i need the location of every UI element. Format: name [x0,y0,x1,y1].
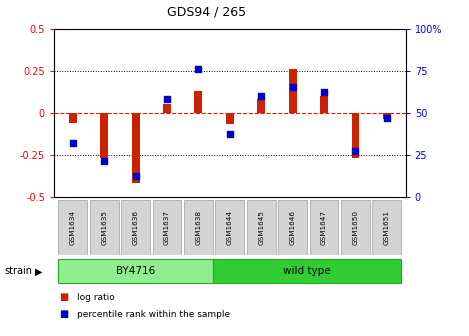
Point [132,174,139,179]
Text: ■: ■ [59,292,68,302]
Bar [310,201,339,255]
Text: wild type: wild type [283,266,331,276]
Point [100,159,108,164]
Text: GSM1646: GSM1646 [290,210,295,245]
Bar [215,201,244,255]
Bar [289,69,296,113]
Bar [278,201,307,255]
Bar [213,259,401,284]
Bar [247,201,276,255]
Bar [90,201,119,255]
Bar [351,113,359,158]
Bar [257,99,265,113]
Text: GSM1635: GSM1635 [101,210,107,245]
Bar [163,104,171,113]
Text: ■: ■ [59,309,68,319]
Point [257,93,265,98]
Bar [383,113,391,119]
Text: GSM1645: GSM1645 [258,210,264,245]
Text: GSM1638: GSM1638 [196,210,201,245]
Text: GSM1651: GSM1651 [384,210,390,245]
Bar [320,96,328,113]
Bar [58,201,87,255]
Text: GSM1650: GSM1650 [352,210,358,245]
Bar [132,113,139,183]
Point [289,85,296,90]
Bar [100,113,108,158]
Bar [372,201,401,255]
Text: GSM1647: GSM1647 [321,210,327,245]
Text: ▶: ▶ [35,266,43,276]
Text: GSM1637: GSM1637 [164,210,170,245]
Bar [121,201,150,255]
Point [226,132,234,137]
Point [195,66,202,72]
Bar [184,201,213,255]
Bar [69,113,77,123]
Bar [195,91,202,113]
Point [163,96,171,102]
Point [383,115,391,120]
Bar [341,201,370,255]
Point [352,149,359,154]
Point [320,90,328,95]
Text: GSM1644: GSM1644 [227,210,233,245]
Bar [226,113,234,124]
Text: percentile rank within the sample: percentile rank within the sample [77,310,230,319]
Text: GSM1636: GSM1636 [133,210,139,245]
Text: log ratio: log ratio [77,293,115,302]
Bar [58,259,213,284]
Text: BY4716: BY4716 [116,266,155,276]
Text: GSM1634: GSM1634 [70,210,76,245]
Text: strain: strain [5,266,33,276]
Text: GDS94 / 265: GDS94 / 265 [167,5,246,18]
Point [69,140,76,145]
Bar [152,201,182,255]
